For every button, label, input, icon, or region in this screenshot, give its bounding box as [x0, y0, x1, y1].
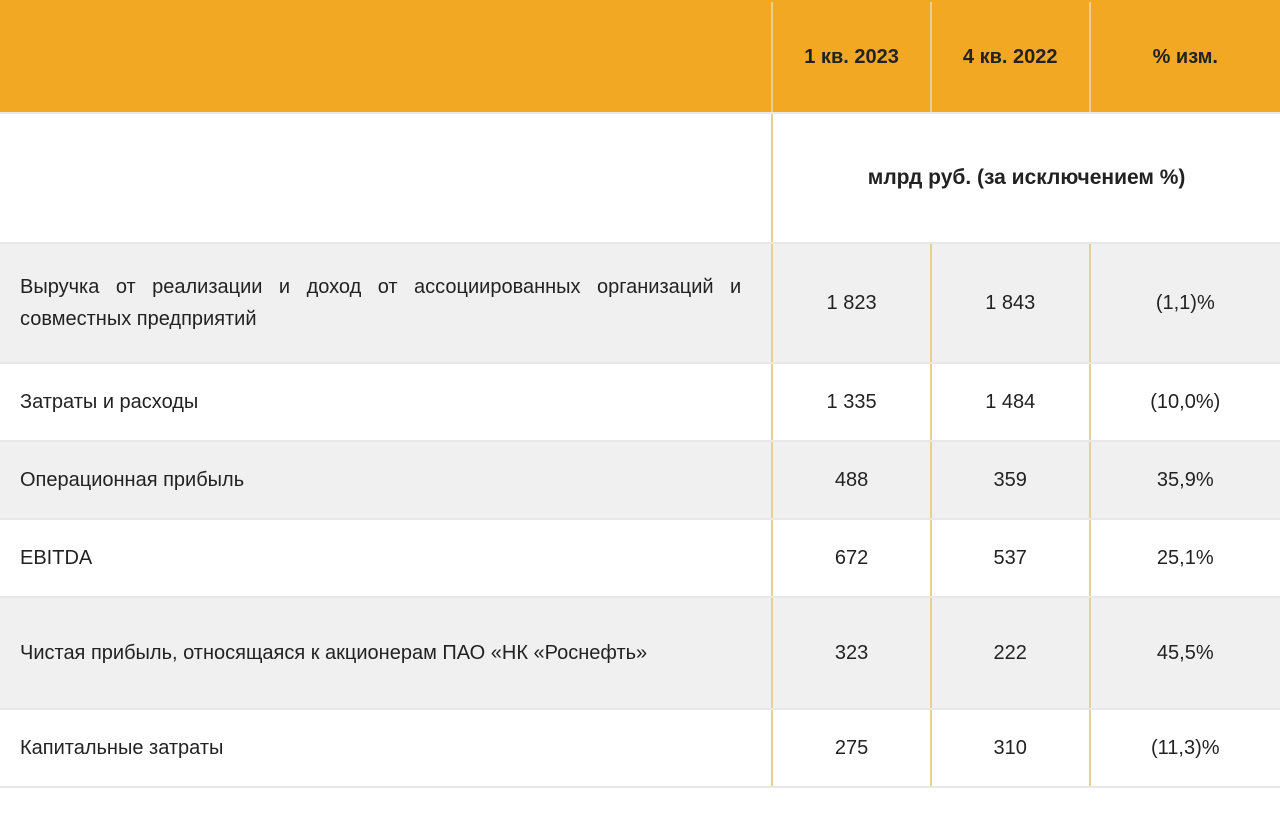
value-q1-2023: 488 [772, 441, 931, 519]
value-q4-2022: 222 [931, 597, 1090, 709]
value-change: (10,0%) [1090, 363, 1280, 441]
value-change: 25,1% [1090, 519, 1280, 597]
subheader-span: млрд руб. (за исключением %) [772, 113, 1280, 243]
value-q4-2022: 537 [931, 519, 1090, 597]
header-col-2: 4 кв. 2022 [931, 1, 1090, 113]
value-q1-2023: 1 823 [772, 243, 931, 363]
table-row: Операционная прибыль 488 359 35,9% [0, 441, 1280, 519]
table-row: EBITDA 672 537 25,1% [0, 519, 1280, 597]
value-q4-2022: 1 484 [931, 363, 1090, 441]
table-row: Выручка от реализации и доход от ассоции… [0, 243, 1280, 363]
value-change: 45,5% [1090, 597, 1280, 709]
header-metric [0, 1, 772, 113]
value-q1-2023: 323 [772, 597, 931, 709]
value-q4-2022: 359 [931, 441, 1090, 519]
value-q4-2022: 310 [931, 709, 1090, 787]
table-row: Затраты и расходы 1 335 1 484 (10,0%) [0, 363, 1280, 441]
subheader-row: млрд руб. (за исключением %) [0, 113, 1280, 243]
value-q4-2022: 1 843 [931, 243, 1090, 363]
header-col-3: % изм. [1090, 1, 1280, 113]
metric-label: EBITDA [0, 519, 772, 597]
metric-label: Операционная прибыль [0, 441, 772, 519]
metric-label: Капитальные затраты [0, 709, 772, 787]
metric-label: Затраты и расходы [0, 363, 772, 441]
metric-label: Чистая прибыль, относящаяся к акционерам… [0, 597, 772, 709]
value-q1-2023: 275 [772, 709, 931, 787]
table-row: Капитальные затраты 275 310 (11,3)% [0, 709, 1280, 787]
value-change: 35,9% [1090, 441, 1280, 519]
value-change: (1,1)% [1090, 243, 1280, 363]
value-q1-2023: 1 335 [772, 363, 931, 441]
subheader-metric [0, 113, 772, 243]
metric-label: Выручка от реализации и доход от ассоции… [0, 243, 772, 363]
value-change: (11,3)% [1090, 709, 1280, 787]
header-col-1: 1 кв. 2023 [772, 1, 931, 113]
header-row: 1 кв. 2023 4 кв. 2022 % изм. [0, 1, 1280, 113]
financial-table: 1 кв. 2023 4 кв. 2022 % изм. млрд руб. (… [0, 0, 1280, 788]
table-row: Чистая прибыль, относящаяся к акционерам… [0, 597, 1280, 709]
table-body: млрд руб. (за исключением %) Выручка от … [0, 113, 1280, 787]
value-q1-2023: 672 [772, 519, 931, 597]
